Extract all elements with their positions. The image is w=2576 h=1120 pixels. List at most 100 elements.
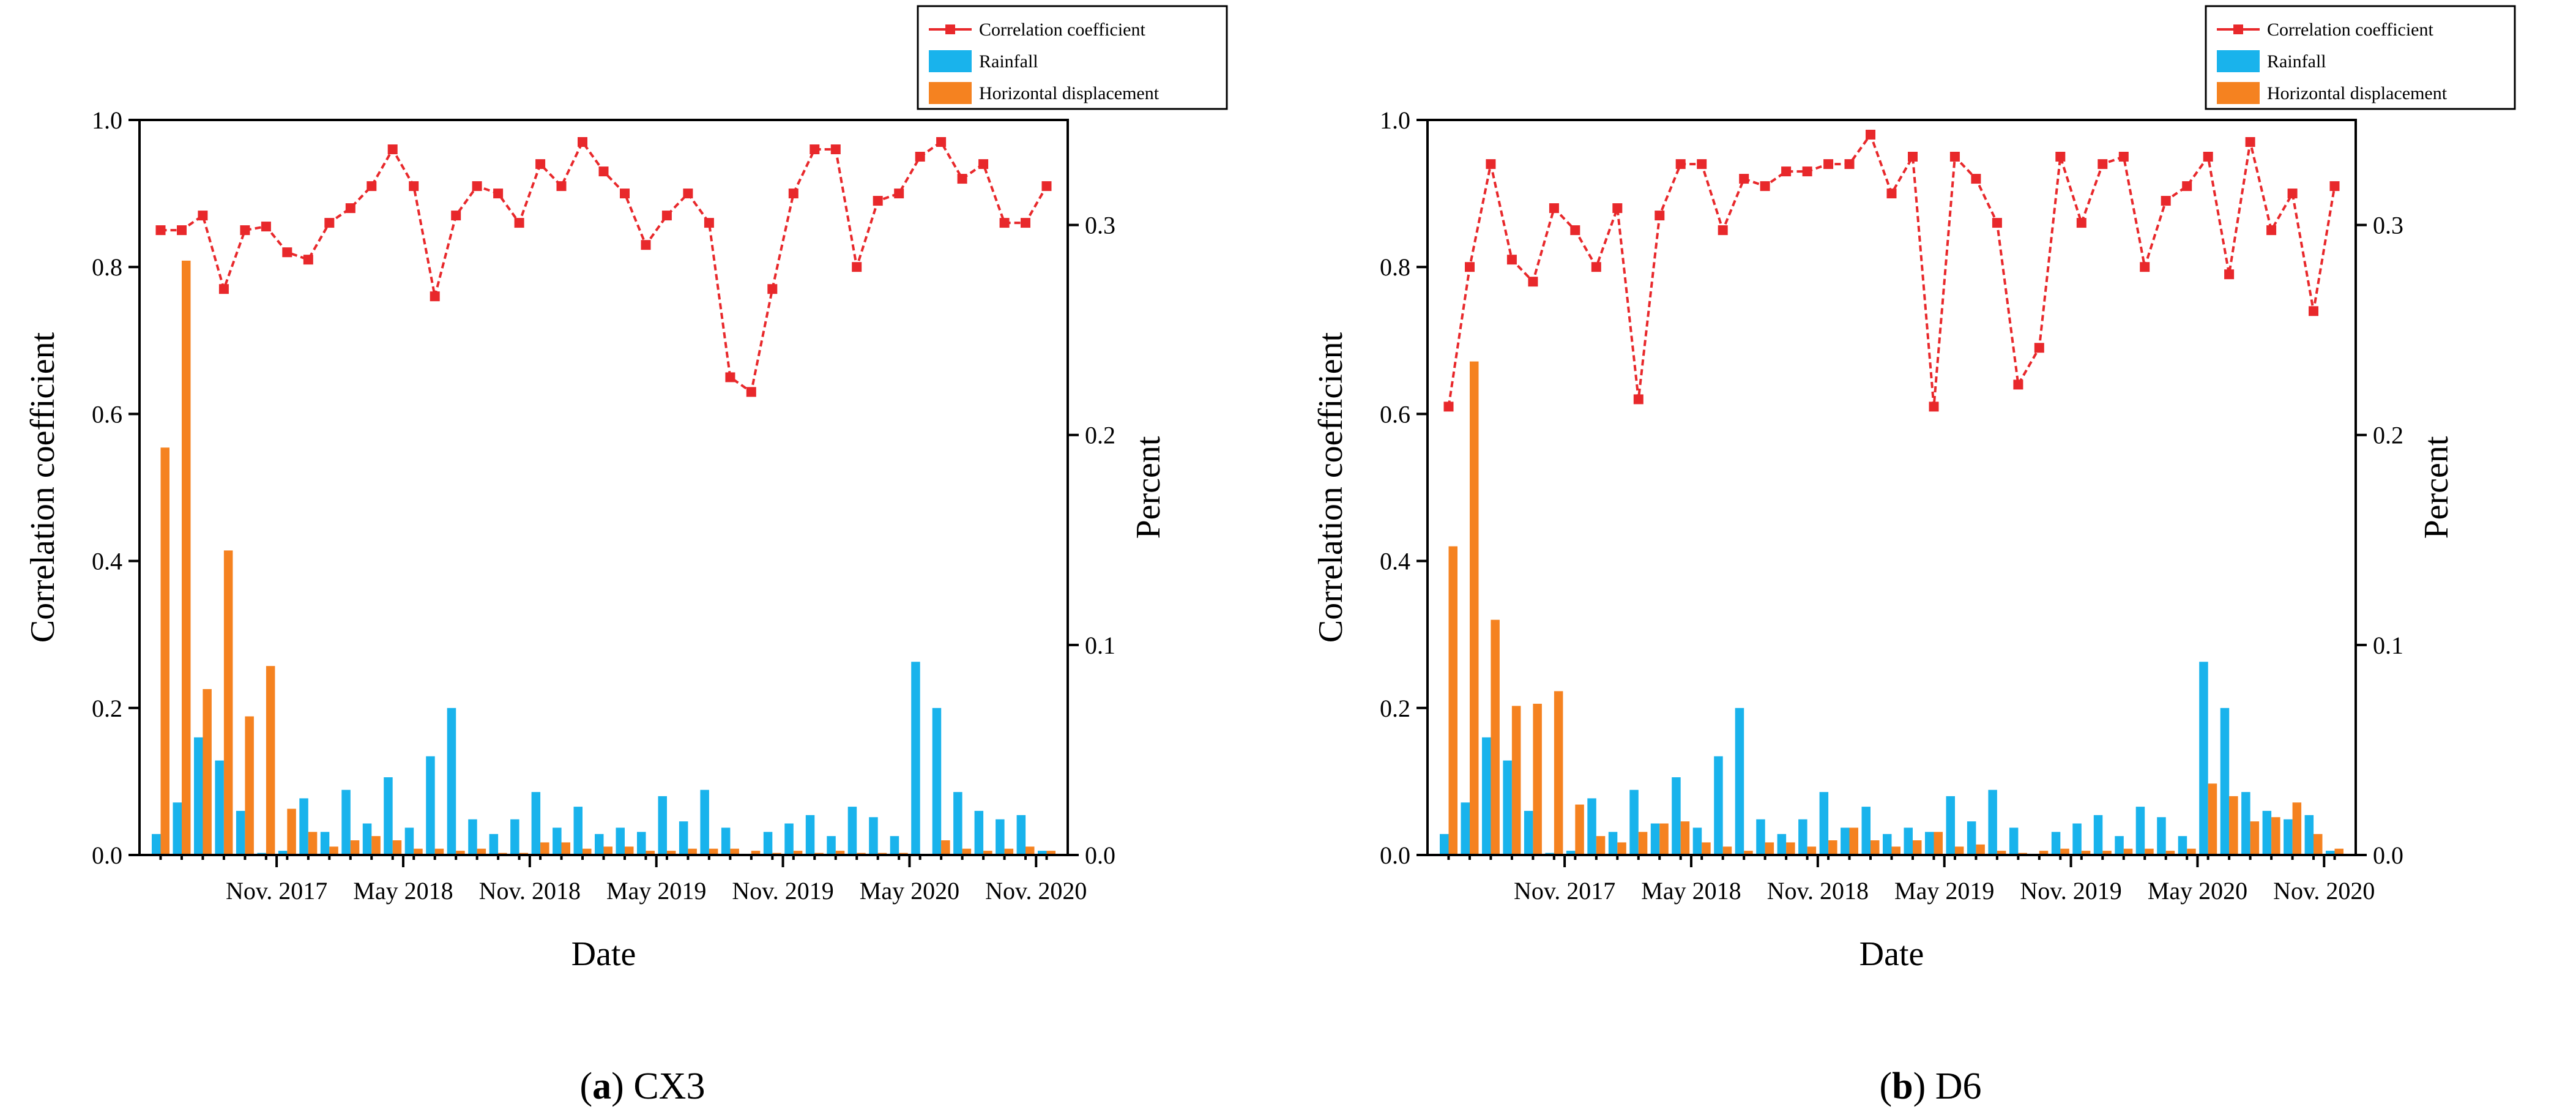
- legend-entry: Horizontal displacement: [2267, 83, 2448, 103]
- rainfall-bar: [2115, 836, 2124, 855]
- rainfall-bar: [531, 792, 541, 855]
- correlation-point: [1949, 152, 1960, 162]
- rainfall-bar: [1819, 792, 1829, 855]
- displacement-bar: [182, 260, 191, 855]
- displacement-bar: [350, 840, 360, 855]
- correlation-point: [767, 284, 778, 294]
- rainfall-bar: [510, 819, 519, 855]
- correlation-point: [1886, 189, 1897, 199]
- y2-tick-label: 0.1: [1085, 632, 1115, 659]
- rainfall-bar: [215, 760, 224, 855]
- rainfall-bar: [1692, 827, 1702, 855]
- correlation-point: [155, 225, 166, 236]
- correlation-point: [261, 222, 271, 232]
- displacement-bar: [1871, 840, 1880, 855]
- correlation-point: [1802, 166, 1812, 177]
- correlation-point: [2013, 379, 2023, 390]
- displacement-bar: [456, 851, 465, 855]
- rainfall-bar: [278, 851, 288, 855]
- x-tick-label: Nov. 2019: [732, 877, 833, 905]
- displacement-bar: [287, 808, 296, 855]
- correlation-point: [1041, 181, 1052, 192]
- rainfall-bar: [384, 777, 393, 855]
- rainfall-bar: [2220, 707, 2230, 855]
- caption-letter: b: [1892, 1066, 1913, 1107]
- legend-entry: Horizontal displacement: [979, 83, 1160, 103]
- caption-paren-open: (: [580, 1066, 593, 1107]
- rainfall-bar: [1883, 834, 1892, 855]
- displacement-bar: [625, 846, 634, 855]
- rainfall-bar: [1988, 790, 1997, 855]
- displacement-bar: [583, 848, 592, 855]
- correlation-point: [2309, 306, 2318, 316]
- legend-displacement-swatch: [929, 82, 972, 104]
- correlation-point: [177, 225, 187, 236]
- x-tick-label: Nov. 2020: [985, 877, 1087, 905]
- correlation-point: [999, 218, 1010, 228]
- displacement-bar: [1702, 842, 1711, 855]
- y-tick-label: 0.6: [92, 400, 122, 428]
- legend-correlation-marker: [2233, 24, 2243, 34]
- x-axis-title: Date: [571, 935, 636, 973]
- displacement-bar: [2102, 851, 2112, 855]
- correlation-point: [852, 262, 862, 272]
- x-tick-label: May 2018: [1641, 877, 1741, 905]
- displacement-bar: [1617, 842, 1626, 855]
- rainfall-bar: [1672, 777, 1681, 855]
- rainfall-bar: [1798, 819, 1807, 855]
- caption-paren-close: ): [611, 1066, 633, 1107]
- correlation-point: [472, 181, 482, 192]
- y2-tick-label: 0.2: [2373, 422, 2403, 449]
- caption-paren-close: ): [1913, 1066, 1935, 1107]
- displacement-bar: [1638, 832, 1648, 855]
- x-tick-label: May 2019: [606, 877, 706, 905]
- rainfall-bar: [996, 819, 1005, 855]
- x-axis-title: Date: [1859, 935, 1924, 973]
- displacement-bar: [688, 848, 697, 855]
- displacement-bar: [1997, 851, 2006, 855]
- correlation-point: [1465, 262, 1475, 272]
- correlation-point: [2161, 196, 2171, 206]
- correlation-point: [2140, 262, 2150, 272]
- displacement-bar: [2229, 796, 2238, 855]
- rainfall-bar: [1904, 827, 1913, 855]
- rainfall-bar: [1440, 834, 1449, 855]
- legend-entry: Correlation coefficient: [979, 20, 1145, 40]
- displacement-bar: [1659, 823, 1669, 855]
- caption-label: CX3: [633, 1066, 705, 1107]
- rainfall-bar: [1524, 810, 1533, 855]
- rainfall-bar: [1461, 802, 1470, 855]
- rainfall-bar: [1650, 823, 1660, 855]
- displacement-bar: [203, 689, 212, 855]
- correlation-point: [303, 255, 313, 265]
- correlation-point: [1443, 401, 1454, 412]
- x-tick-label: May 2020: [860, 877, 959, 905]
- plot-frame: [138, 119, 1069, 856]
- correlation-point: [830, 144, 841, 154]
- correlation-point: [556, 181, 567, 192]
- correlation-point: [661, 211, 672, 221]
- x-tick-label: Nov. 2020: [2273, 877, 2375, 905]
- correlation-point: [1528, 277, 1538, 287]
- displacement-bar: [2187, 848, 2196, 855]
- displacement-bar: [2208, 783, 2217, 855]
- correlation-point: [1929, 401, 1939, 412]
- correlation-point: [1612, 203, 1623, 214]
- rainfall-bar: [679, 821, 688, 855]
- correlation-point: [788, 189, 798, 199]
- x-tick-label: Nov. 2018: [1767, 877, 1869, 905]
- rainfall-bar: [2241, 792, 2250, 855]
- correlation-point: [1697, 159, 1707, 170]
- rainfall-bar: [763, 832, 773, 855]
- displacement-bar: [709, 848, 718, 855]
- displacement-bar: [2165, 851, 2175, 855]
- displacement-bar: [1004, 848, 1014, 855]
- correlation-point: [345, 203, 356, 214]
- displacement-bar: [1954, 846, 1964, 855]
- correlation-point: [1549, 203, 1559, 214]
- y2-tick-label: 0.1: [2373, 632, 2403, 659]
- correlation-point: [641, 240, 651, 250]
- chart-a-svg: 0.0 0.2 0.4 0.6 0.8 1.0 0.0 0.1 0.2 0.3 Nov. 2017 M…: [24, 5, 1228, 1107]
- chart-panel-a: 0.0 0.2 0.4 0.6 0.8 1.0 0.0 0.1 0.2 0.3 Nov. 2017 M…: [24, 5, 1228, 1107]
- displacement-bar: [1913, 840, 1922, 855]
